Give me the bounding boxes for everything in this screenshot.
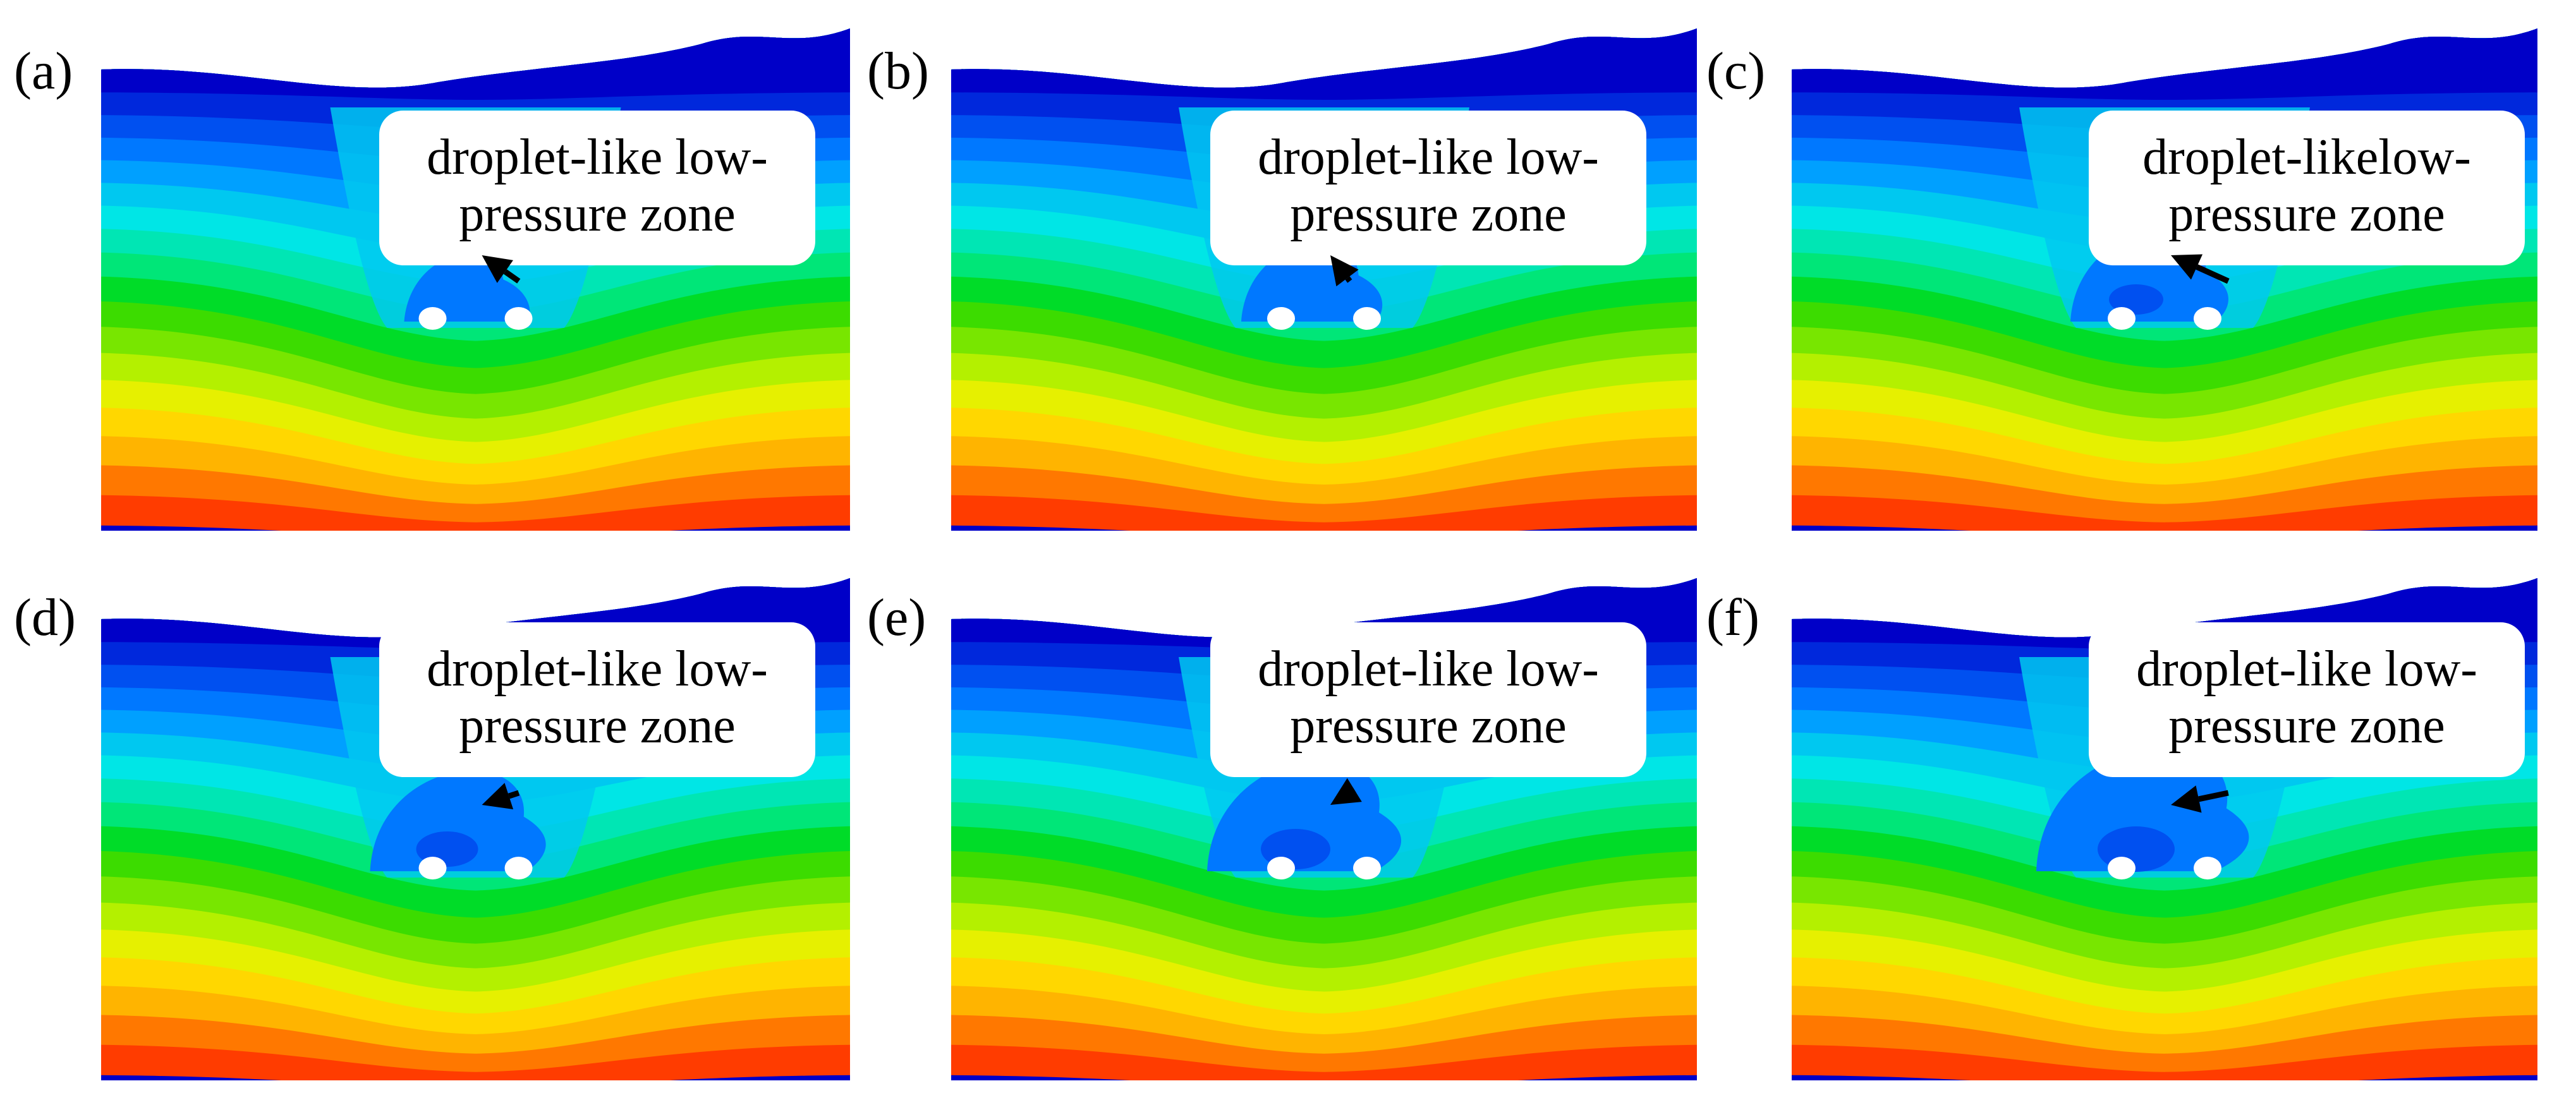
cavity-hole [504,857,533,879]
callout-line-2: pressure zone [459,698,736,754]
callout-arrow [482,255,521,284]
panel-label: (c) [1706,42,1765,100]
callout-line-2: pressure zone [2168,698,2445,754]
callout-line-1: droplet-like low- [2136,641,2477,697]
callout-arrow [1330,255,1359,287]
callout-box [2089,111,2525,265]
callout-arrow [2171,254,2230,284]
callout-box [2089,622,2525,777]
panel-label: (d) [14,588,76,647]
callout-box [379,111,815,265]
callout-line-1: droplet-likelow- [2142,130,2471,185]
contour-panel: (d) droplet-like low-pressure zone [14,578,850,1080]
callout-line-1: droplet-like low- [1258,641,1599,697]
cavity-hole [1267,857,1295,879]
callout-line-1: droplet-like low- [427,130,768,185]
callout-box [1210,622,1646,777]
callout-arrow [482,783,520,809]
low-pressure-zone [2036,749,2249,871]
callout-line-2: pressure zone [1290,186,1567,242]
contour-panel: (e) droplet-like low-pressure zone [867,578,1697,1080]
cavity-hole [418,857,447,879]
callout-box [1210,111,1646,265]
cavity-hole [2108,307,2136,330]
cavity-hole [504,307,533,330]
cavity-hole [2108,857,2136,879]
cavity-hole [1353,857,1381,879]
callout-line-2: pressure zone [459,186,736,242]
panel-label: (b) [867,42,929,100]
cavity-hole [2194,307,2221,330]
contour-panel: (b) droplet-like low-pressure zone [867,28,1697,531]
cavity-hole [1267,307,1295,330]
callout-line-1: droplet-like low- [1258,130,1599,185]
callout-arrow [1330,778,1362,805]
cavity-hole [2194,857,2221,879]
panel-label: (e) [867,588,926,647]
callout-arrow [2171,785,2229,813]
contour-panel: (f) droplet-like low-pressure zone [1706,578,2537,1080]
cavity-hole [1353,307,1381,330]
panel-label: (f) [1706,588,1759,647]
contour-panel: (c) droplet-likelow-pressure zone [1706,28,2537,531]
panel-label: (a) [14,42,73,100]
callout-line-1: droplet-like low- [427,641,768,697]
cavity-hole [418,307,447,330]
callout-line-2: pressure zone [1290,698,1567,754]
contour-panel: (a) droplet-like low-pressure zone [14,28,850,531]
callout-box [379,622,815,777]
callout-line-2: pressure zone [2168,186,2445,242]
